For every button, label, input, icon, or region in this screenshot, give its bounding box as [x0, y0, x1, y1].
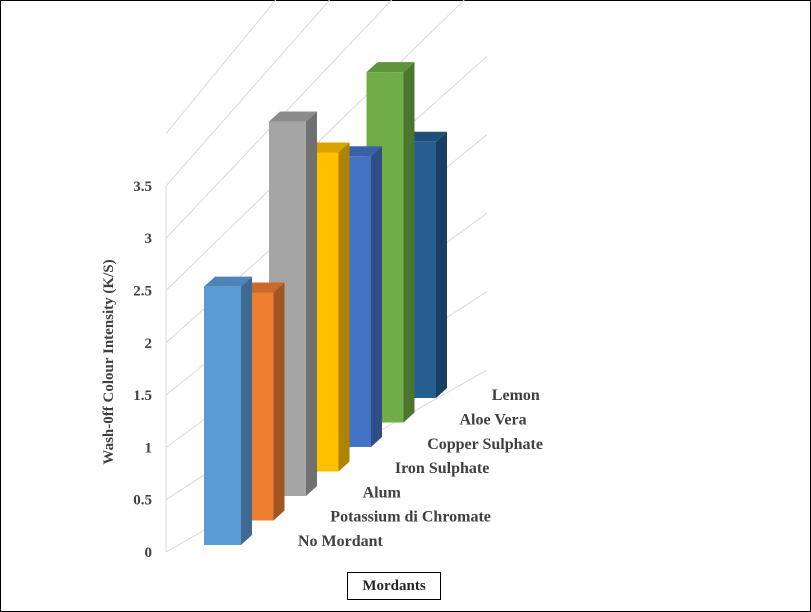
bar-top-face — [366, 62, 415, 73]
bar-side-face — [436, 131, 447, 399]
category-label: Copper Sulphate — [427, 436, 543, 453]
bar-side-face — [306, 111, 317, 497]
gridline — [165, 0, 465, 291]
bar-side-face — [338, 142, 350, 472]
bar-front-face — [204, 286, 241, 545]
category-label: Iron Sulphate — [395, 460, 489, 477]
y-tick-label: 0 — [145, 545, 153, 561]
bar-top-face — [204, 276, 252, 287]
bar-side-face — [403, 62, 415, 423]
y-tick-label: 0.5 — [133, 493, 152, 509]
bars — [204, 62, 447, 545]
y-tick-label: 3 — [145, 231, 153, 247]
category-labels: No Mordant Potassium di Chromate Alum Iron … — [298, 387, 543, 550]
gridline — [165, 0, 277, 134]
y-axis-ticks: 0 0.5 1 1.5 2 2.5 3 3.5 — [133, 179, 152, 561]
bar-side-face — [241, 276, 252, 545]
y-tick-label: 1.5 — [133, 388, 152, 404]
y-tick-label: 3.5 — [133, 179, 152, 195]
category-label: Lemon — [492, 387, 540, 404]
bar-no-mordant — [204, 276, 252, 545]
category-label: Aloe Vera — [460, 412, 527, 429]
gridline — [165, 0, 393, 239]
category-label: Alum — [363, 484, 402, 501]
bar-iron-sulphate — [301, 142, 350, 472]
y-axis-title: Wash-0ff Colour Intensity (K/S) — [101, 259, 117, 464]
bar-side-face — [273, 282, 285, 521]
y-tick-label: 2 — [145, 336, 153, 352]
category-label: No Mordant — [298, 533, 384, 550]
y-tick-label: 1 — [145, 440, 153, 456]
y-tick-label: 2.5 — [133, 284, 152, 300]
gridline — [165, 0, 331, 187]
x-axis-title: Mordants — [347, 572, 441, 600]
category-label: Potassium di Chromate — [330, 509, 491, 526]
bar-top-face — [269, 111, 317, 122]
bar-side-face — [371, 146, 382, 447]
